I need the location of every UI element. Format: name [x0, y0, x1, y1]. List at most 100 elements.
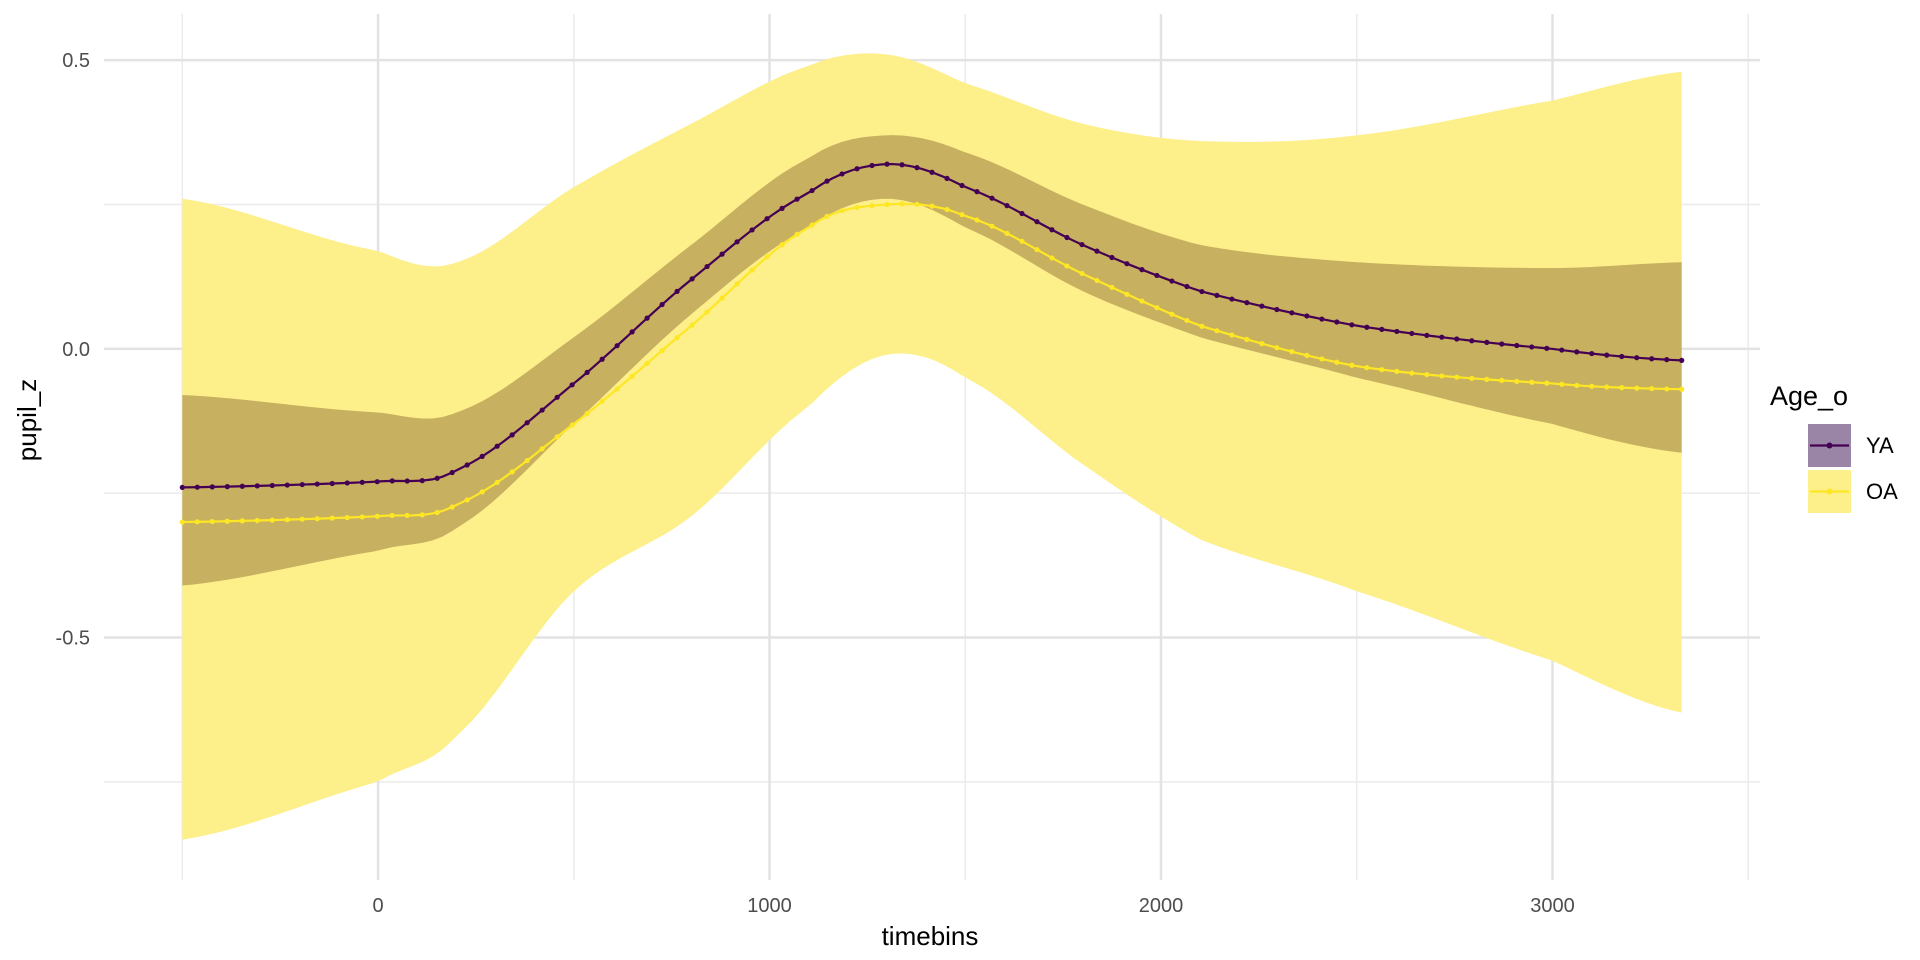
series-point-oa — [1199, 323, 1205, 329]
series-point-oa — [1274, 345, 1280, 351]
series-point-oa — [254, 517, 260, 524]
series-point-oa — [569, 422, 575, 428]
series-point-oa — [434, 509, 440, 516]
series-point-oa — [539, 446, 545, 452]
series-point-ya — [659, 301, 665, 308]
series-point-oa — [1244, 336, 1250, 342]
series-point-ya — [989, 195, 995, 201]
series-point-ya — [1619, 353, 1625, 360]
series-point-ya — [629, 329, 635, 335]
series-point-ya — [734, 239, 740, 245]
series-point-oa — [1394, 368, 1400, 374]
series-point-oa — [1514, 378, 1520, 384]
legend-label: OA — [1866, 479, 1898, 504]
series-point-oa — [1034, 246, 1040, 253]
series-point-oa — [1289, 349, 1295, 355]
series-point-ya — [689, 276, 695, 282]
series-point-oa — [704, 309, 710, 315]
series-point-oa — [824, 213, 830, 219]
series-point-oa — [179, 519, 185, 525]
series-point-oa — [329, 515, 335, 521]
series-point-oa — [1364, 365, 1370, 371]
series-point-ya — [1559, 347, 1565, 353]
series-point-ya — [1604, 352, 1610, 358]
legend-label: YA — [1866, 433, 1894, 458]
series-point-ya — [554, 394, 560, 400]
series-point-ya — [479, 453, 485, 459]
series-point-oa — [674, 335, 680, 341]
series-point-oa — [1634, 385, 1640, 391]
series-point-oa — [314, 516, 320, 522]
series-point-oa — [659, 347, 665, 354]
series-point-ya — [224, 484, 230, 490]
legend: Age_o YA OA — [1770, 381, 1898, 513]
series-point-oa — [359, 514, 365, 520]
series-point-ya — [1274, 306, 1280, 313]
series-point-ya — [1169, 278, 1175, 284]
series-point-oa — [344, 514, 350, 521]
series-point-oa — [899, 201, 905, 207]
y-axis-title: pupil_z — [12, 379, 42, 461]
series-point-oa — [1529, 379, 1535, 385]
series-point-ya — [1544, 345, 1550, 351]
series-point-oa — [734, 281, 740, 287]
series-point-oa — [959, 212, 965, 218]
series-point-ya — [419, 478, 425, 484]
series-point-ya — [1364, 324, 1370, 330]
y-tick-label: 0.0 — [62, 339, 90, 361]
legend-key-point — [1826, 442, 1833, 449]
x-tick-label: 0 — [372, 895, 383, 917]
x-axis-tick-labels: 0 1000 2000 3000 — [372, 895, 1574, 917]
series-point-oa — [239, 518, 245, 524]
series-point-ya — [1004, 203, 1010, 209]
series-point-ya — [599, 356, 605, 362]
series-point-ya — [329, 480, 335, 487]
series-point-oa — [689, 322, 695, 328]
series-point-ya — [1484, 339, 1490, 345]
series-point-ya — [344, 480, 350, 486]
series-point-ya — [569, 382, 575, 388]
series-point-oa — [1649, 385, 1655, 392]
series-point-ya — [239, 483, 245, 489]
series-point-ya — [929, 169, 935, 175]
series-point-ya — [179, 484, 185, 491]
series-point-oa — [1619, 385, 1625, 391]
legend-key-point — [1826, 488, 1833, 495]
legend-title: Age_o — [1770, 381, 1848, 411]
series-point-oa — [389, 512, 395, 519]
series-point-oa — [1184, 317, 1190, 324]
series-point-ya — [1349, 322, 1355, 328]
series-point-oa — [269, 517, 275, 523]
series-point-ya — [704, 263, 710, 270]
series-point-ya — [944, 175, 950, 181]
series-point-oa — [1469, 375, 1475, 381]
series-point-ya — [674, 288, 680, 294]
series-points — [179, 161, 1685, 525]
series-point-oa — [1214, 328, 1220, 334]
series-point-oa — [1154, 305, 1160, 311]
series-point-ya — [389, 478, 395, 484]
series-point-oa — [449, 504, 455, 510]
series-point-oa — [1544, 380, 1550, 386]
series-point-oa — [194, 519, 200, 525]
series-point-oa — [1424, 371, 1430, 378]
series-point-oa — [749, 267, 755, 273]
series-point-ya — [1034, 219, 1040, 225]
series-point-oa — [1079, 270, 1085, 277]
series-point-oa — [479, 489, 485, 495]
series-point-ya — [1139, 267, 1145, 273]
y-tick-label: 0.5 — [62, 50, 90, 72]
series-point-oa — [1574, 382, 1580, 388]
series-point-ya — [1454, 336, 1460, 342]
series-point-ya — [464, 462, 470, 468]
series-point-ya — [719, 251, 725, 257]
confidence-band-oa — [182, 53, 1682, 840]
confidence-band-ya — [182, 135, 1682, 586]
series-point-ya — [1319, 316, 1325, 322]
series-point-ya — [584, 369, 590, 375]
series-point-ya — [1664, 357, 1670, 363]
y-axis-tick-labels: 0.5 0.0 -0.5 — [56, 50, 90, 649]
series-point-oa — [1439, 373, 1445, 379]
series-point-oa — [1484, 376, 1490, 382]
